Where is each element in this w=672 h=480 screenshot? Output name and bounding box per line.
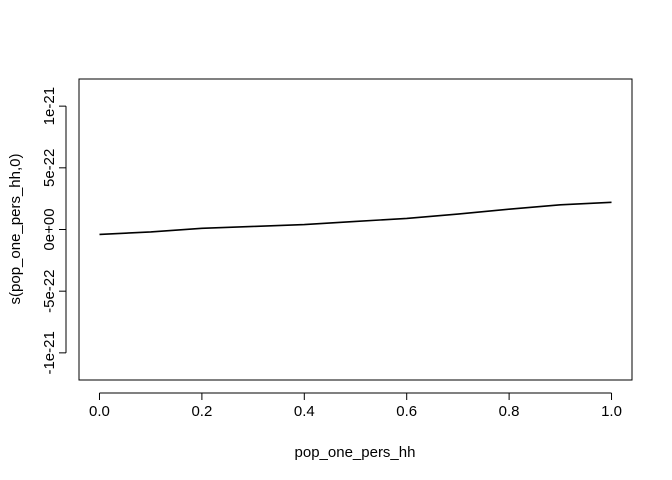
series-layer [99, 201, 612, 236]
y-axis: -1e-21 -5e-22 0e+00 5e-22 1e-21 [41, 87, 67, 375]
x-tick-label: 0.6 [396, 403, 417, 420]
y-tick-label: 1e-21 [41, 87, 58, 125]
y-tick-label: 0e+00 [41, 208, 58, 250]
x-tick-label: 1.0 [601, 403, 622, 420]
x-tick-label: 0.4 [294, 403, 315, 420]
y-tick-label: -5e-22 [41, 270, 58, 313]
y-tick-label: -1e-21 [41, 331, 58, 374]
x-tick-label: 0.8 [499, 403, 520, 420]
series-line [99, 201, 612, 236]
y-axis-label: s(pop_one_pers_hh,0) [7, 154, 24, 305]
x-axis: 0.0 0.2 0.4 0.6 0.8 1.0 [89, 392, 622, 420]
y-tick-label: 5e-22 [41, 149, 58, 187]
x-tick-label: 0.0 [89, 403, 110, 420]
x-tick-label: 0.2 [191, 403, 212, 420]
plot-frame [78, 78, 633, 381]
x-axis-label: pop_one_pers_hh [295, 444, 416, 461]
